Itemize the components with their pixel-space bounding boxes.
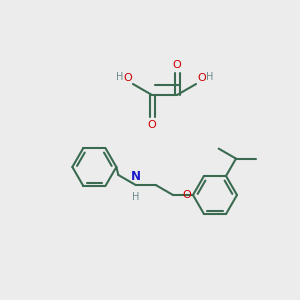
Text: H: H bbox=[116, 72, 123, 82]
Text: O: O bbox=[148, 120, 156, 130]
Text: H: H bbox=[132, 192, 140, 202]
Text: O: O bbox=[172, 60, 182, 70]
Text: N: N bbox=[131, 170, 141, 183]
Text: O: O bbox=[123, 73, 132, 83]
Text: H: H bbox=[206, 72, 213, 82]
Text: O: O bbox=[197, 73, 206, 83]
Text: O: O bbox=[182, 190, 191, 200]
